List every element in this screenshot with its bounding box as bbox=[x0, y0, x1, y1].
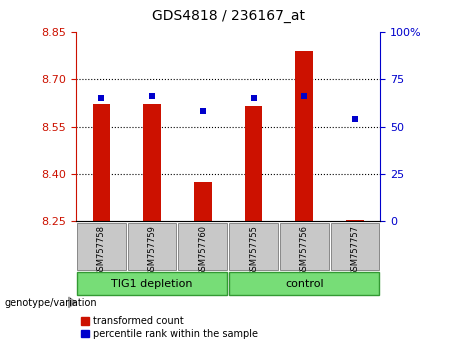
FancyBboxPatch shape bbox=[178, 223, 227, 270]
FancyBboxPatch shape bbox=[229, 273, 379, 295]
FancyBboxPatch shape bbox=[280, 223, 329, 270]
Text: GSM757760: GSM757760 bbox=[198, 225, 207, 276]
FancyBboxPatch shape bbox=[77, 273, 227, 295]
Text: genotype/variation: genotype/variation bbox=[5, 298, 97, 308]
Text: control: control bbox=[285, 279, 324, 289]
Bar bbox=[296, 51, 313, 221]
Bar bbox=[143, 104, 161, 221]
Text: GSM757759: GSM757759 bbox=[148, 225, 157, 276]
Text: GSM757755: GSM757755 bbox=[249, 225, 258, 276]
Text: GSM757757: GSM757757 bbox=[350, 225, 360, 276]
Bar bbox=[346, 220, 364, 221]
Polygon shape bbox=[69, 297, 76, 308]
Text: TIG1 depletion: TIG1 depletion bbox=[112, 279, 193, 289]
FancyBboxPatch shape bbox=[128, 223, 177, 270]
FancyBboxPatch shape bbox=[77, 223, 126, 270]
Bar bbox=[93, 104, 110, 221]
FancyBboxPatch shape bbox=[331, 223, 379, 270]
Text: GDS4818 / 236167_at: GDS4818 / 236167_at bbox=[152, 9, 305, 23]
Bar bbox=[194, 182, 212, 221]
Text: GSM757756: GSM757756 bbox=[300, 225, 309, 276]
Legend: transformed count, percentile rank within the sample: transformed count, percentile rank withi… bbox=[81, 316, 258, 339]
Bar bbox=[245, 106, 262, 221]
Text: GSM757758: GSM757758 bbox=[97, 225, 106, 276]
FancyBboxPatch shape bbox=[229, 223, 278, 270]
